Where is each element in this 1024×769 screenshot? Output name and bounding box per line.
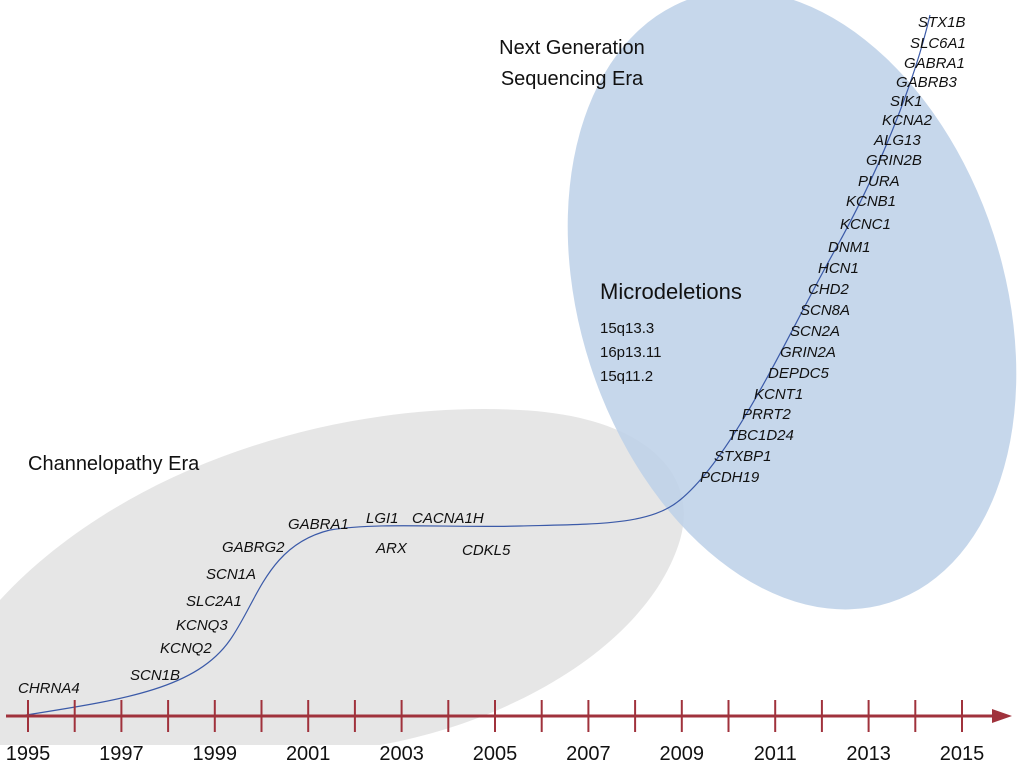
year-label: 2003 [379,743,424,765]
gene-label: KCNA2 [882,112,933,129]
gene-label: HCN1 [818,260,859,277]
channelopathy-era-label: Channelopathy Era [28,453,200,475]
timeline-axis: 1995 1997 1999 2001 2003 2005 2007 2009 2011 2013… [6,700,1012,765]
gene-label: DEPDC5 [768,365,830,382]
gene-label: KCNC1 [840,216,891,233]
year-label: 2007 [566,743,611,765]
gene-label: SIK1 [890,93,923,110]
timeline-ticks [27,700,963,732]
year-label: 2013 [846,743,891,765]
discovery-curve [19,14,931,717]
gene-label: GRIN2A [780,344,836,361]
ngs-era-label-line2: Sequencing Era [501,68,644,90]
ngs-era-region [567,0,1017,610]
gene-label: GABRG2 [222,539,285,556]
microdeletion-item: 15q13.3 [600,320,654,337]
microdeletion-item: 16p13.11 [600,344,661,361]
genes-on-curve: CHRNA4 SCN1B KCNQ2 KCNQ3 SLC2A1 SCN1A GA… [18,14,966,697]
microdeletion-item: 15q11.2 [600,368,653,385]
gene-label: CDKL5 [462,542,511,559]
gene-label: PRRT2 [742,406,792,423]
gene-label: CHRNA4 [18,680,80,697]
year-label: 2011 [754,743,797,765]
gene-label: ARX [375,540,408,557]
year-label: 2015 [940,743,985,765]
gene-label: SCN1A [206,566,256,583]
gene-label: PURA [858,173,900,190]
gene-label: SCN1B [130,667,180,684]
gene-label: KCNQ3 [176,617,228,634]
gene-label: TBC1D24 [728,427,794,444]
gene-label: SLC6A1 [910,35,966,52]
gene-label: CHD2 [808,281,849,298]
gene-label: KCNQ2 [160,640,212,657]
gene-label: GRIN2B [866,152,922,169]
gene-label: STXBP1 [714,448,772,465]
channelopathy-era-region [0,409,684,745]
gene-label: SCN2A [790,323,840,340]
gene-label: SLC2A1 [186,593,242,610]
gene-label: GABRA1 [904,55,965,72]
year-label: 1995 [6,743,51,765]
gene-label: KCNB1 [846,193,896,210]
gene-label: ALG13 [873,132,921,149]
year-label: 2001 [286,743,331,765]
gene-label: PCDH19 [700,469,760,486]
gene-label: LGI1 [366,510,399,527]
gene-label: GABRA1 [288,516,349,533]
timeline-axis-arrowhead [992,709,1012,723]
microdeletions-title: Microdeletions [600,279,742,304]
gene-label: CACNA1H [412,510,484,527]
year-label: 2005 [473,743,518,765]
gene-label: KCNT1 [754,386,803,403]
timeline-year-labels: 1995 1997 1999 2001 2003 2005 2007 2009 2011 2013… [6,743,985,765]
year-label: 1999 [193,743,238,765]
gene-label: DNM1 [828,239,871,256]
year-label: 1997 [99,743,144,765]
gene-label: SCN8A [800,302,850,319]
gene-label: GABRB3 [896,74,958,91]
year-label: 2009 [660,743,705,765]
gene-label: STX1B [918,14,966,31]
ngs-era-label-line1: Next Generation [499,37,645,59]
